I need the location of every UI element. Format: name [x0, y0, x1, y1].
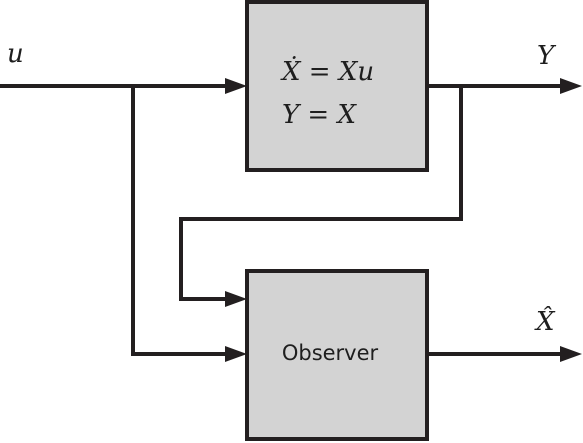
- observer-label: Observer: [282, 341, 379, 365]
- system-input-arrowhead: [225, 78, 247, 94]
- input-branch-wire: [131, 86, 228, 356]
- observer-feedback-arrowhead: [225, 291, 247, 307]
- system-equation-state: Ẋ = Xu: [280, 56, 374, 87]
- estimate-arrowhead: [560, 346, 582, 362]
- feedback-wire: [179, 86, 463, 301]
- observer-input-arrowhead: [225, 346, 247, 362]
- observer-block: [245, 269, 429, 441]
- output-signal-label: Y: [537, 41, 557, 71]
- estimate-signal-label: X̂: [534, 306, 556, 337]
- system-block: [245, 0, 429, 172]
- output-arrowhead: [560, 78, 582, 94]
- input-signal-label: u: [7, 39, 24, 69]
- system-equation-output: Y = X: [282, 100, 357, 130]
